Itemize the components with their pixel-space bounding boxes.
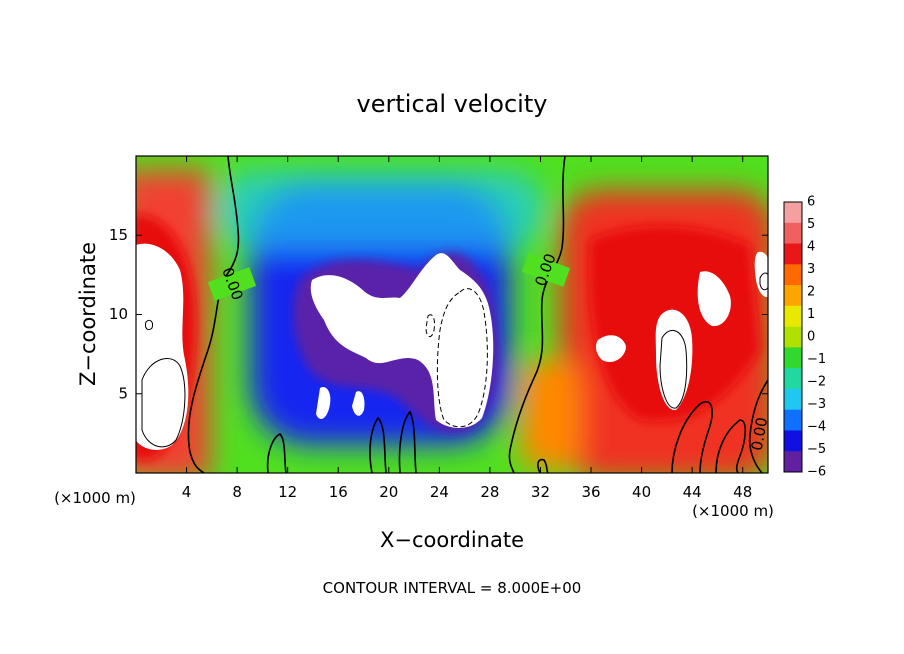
x-unit-label-left: (×1000 m) <box>54 489 136 507</box>
colorbar-label: −2 <box>807 375 826 390</box>
contour-left-dot <box>145 319 153 331</box>
x-tick-label: 36 <box>581 483 600 501</box>
colorbar-label: 1 <box>807 307 815 322</box>
colorbar-swatch <box>784 451 802 473</box>
colorbar-swatch <box>784 430 802 452</box>
field-center-cyan <box>215 170 545 250</box>
y-tick-label: 5 <box>118 384 128 402</box>
x-tick-label: 32 <box>531 483 550 501</box>
x-tick-label: 40 <box>632 483 651 501</box>
saturated-right-c <box>595 335 626 363</box>
colorbar-label: 0 <box>807 330 815 345</box>
colorbar-frame <box>783 201 803 473</box>
x-tick-label: 48 <box>733 483 752 501</box>
colorbar-swatch <box>784 388 802 410</box>
y-axis-ticks: 5 10 15 <box>109 226 768 402</box>
x-unit-label-right: (×1000 m) <box>692 502 774 520</box>
contour-lines <box>187 156 768 473</box>
contour-label-bg-left <box>207 267 257 301</box>
negative-contours <box>425 288 488 428</box>
saturated-right-a <box>655 309 693 411</box>
contour-right-small <box>759 272 768 291</box>
x-tick-label: 4 <box>182 483 192 501</box>
colorbar-swatch <box>784 285 802 307</box>
colorbar-label: −4 <box>807 420 826 435</box>
colorbar-label: 2 <box>807 285 815 300</box>
zero-contour-left <box>187 156 240 473</box>
plot-area: 0.00 0.00 0.00 <box>136 156 772 473</box>
x-tick-label: 28 <box>480 483 499 501</box>
colorbar-label: 4 <box>807 240 815 255</box>
zero-contour-mid <box>508 156 566 473</box>
colorbar-label: 5 <box>807 217 815 232</box>
x-tick-label: 8 <box>232 483 242 501</box>
chart-title: vertical velocity <box>357 90 548 118</box>
colorbar-swatch <box>784 243 802 265</box>
saturated-right-edge <box>754 251 768 297</box>
saturated-left <box>136 243 189 450</box>
colorbar-swatch <box>784 368 802 390</box>
contour-interval-text: CONTOUR INTERVAL = 8.000E+00 <box>323 579 582 597</box>
colorbar-label: 6 <box>807 195 815 210</box>
x-tick-label: 44 <box>683 483 702 501</box>
y-axis-label: Z−coordinate <box>76 242 100 386</box>
colorbar: 6 5 4 3 2 1 0 −1 −2 −3 −4 −5 −6 <box>783 195 826 480</box>
colorbar-swatch <box>784 326 802 348</box>
x-tick-label: 12 <box>278 483 297 501</box>
saturated-regions <box>136 243 768 450</box>
saturated-right-b <box>697 271 731 327</box>
contour-center-negative <box>436 288 488 428</box>
contour-center-fingers <box>266 410 549 473</box>
colorbar-swatch <box>784 409 802 431</box>
colorbar-label: −6 <box>807 465 826 480</box>
x-tick-label: 16 <box>329 483 348 501</box>
y-tick-label: 15 <box>109 226 128 244</box>
colorbar-swatch <box>784 264 802 286</box>
x-tick-label: 20 <box>379 483 398 501</box>
colorbar-swatch <box>784 305 802 327</box>
colorbar-swatch <box>784 222 802 244</box>
contour-right-core <box>659 329 688 409</box>
colorbar-label: −1 <box>807 352 826 367</box>
colorbar-swatch <box>784 347 802 369</box>
saturated-center-fingers <box>316 386 365 419</box>
colorbar-swatch <box>784 202 802 224</box>
contour-label-right: 0.00 <box>748 416 772 452</box>
colorbar-label: −3 <box>807 397 826 412</box>
x-axis-label: X−coordinate <box>380 528 524 552</box>
field-right-orange <box>520 360 580 470</box>
y-tick-label: 10 <box>109 305 128 323</box>
zero-contour-right <box>748 379 768 473</box>
contour-label-bg-mid <box>521 253 571 287</box>
colorbar-label: −5 <box>807 442 826 457</box>
x-tick-label: 24 <box>430 483 449 501</box>
x-axis-ticks: 4 8 12 16 20 24 28 32 36 40 44 48 <box>182 156 752 501</box>
contour-left-core <box>141 357 186 448</box>
contour-right-fingers <box>671 401 747 473</box>
saturated-center <box>310 253 494 428</box>
contour-center-negative-small <box>425 314 435 337</box>
positive-contours <box>141 272 768 448</box>
colorbar-label: 3 <box>807 262 815 277</box>
